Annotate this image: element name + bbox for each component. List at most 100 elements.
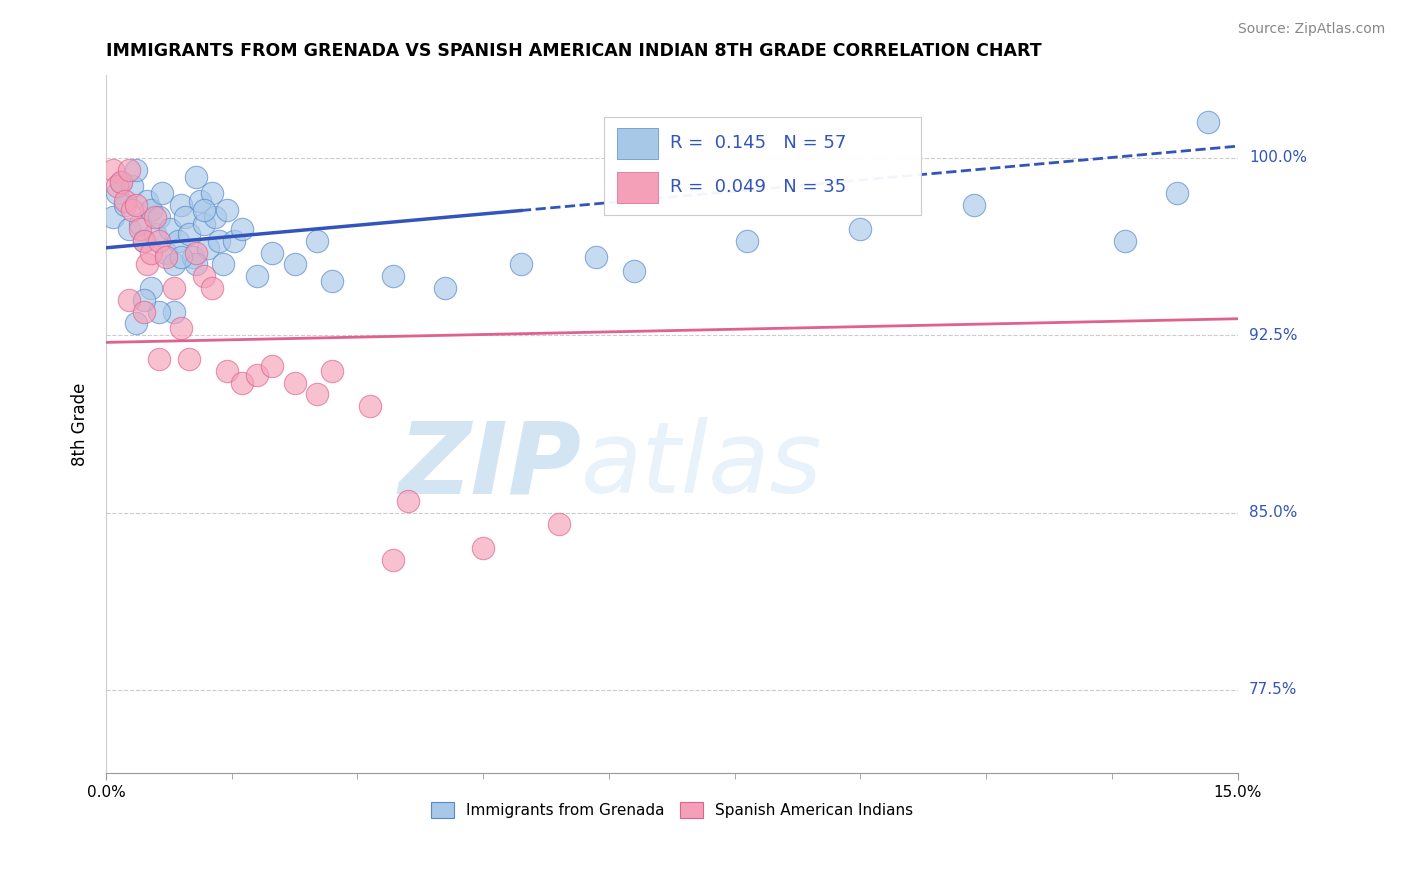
Point <box>125 317 148 331</box>
Point <box>103 210 125 224</box>
Point <box>128 222 150 236</box>
Point <box>307 387 329 401</box>
Point <box>170 250 193 264</box>
Point <box>181 250 204 264</box>
Point <box>143 227 166 241</box>
Point <box>381 553 404 567</box>
Text: 85.0%: 85.0% <box>1249 505 1298 520</box>
Point <box>434 281 457 295</box>
Point <box>125 198 148 212</box>
Point <box>121 202 143 217</box>
Point <box>186 257 208 271</box>
Point <box>186 245 208 260</box>
Point <box>215 364 238 378</box>
Point <box>260 245 283 260</box>
Point <box>396 493 419 508</box>
Point <box>117 162 139 177</box>
Point <box>962 198 984 212</box>
Point <box>509 257 531 271</box>
Point <box>186 169 208 184</box>
Text: ZIP: ZIP <box>398 417 581 515</box>
Point <box>260 359 283 373</box>
Point <box>177 227 200 241</box>
Y-axis label: 8th Grade: 8th Grade <box>72 383 89 466</box>
Point <box>283 376 305 390</box>
Point <box>200 186 222 201</box>
Point <box>283 257 305 271</box>
Point <box>321 364 343 378</box>
Point <box>132 293 155 307</box>
Point <box>148 351 170 366</box>
Point <box>128 217 150 231</box>
Legend: Immigrants from Grenada, Spanish American Indians: Immigrants from Grenada, Spanish America… <box>425 797 920 824</box>
Point <box>224 234 246 248</box>
Text: 100.0%: 100.0% <box>1249 151 1308 165</box>
Point <box>148 210 170 224</box>
Point <box>143 210 166 224</box>
Point <box>110 175 132 189</box>
Point <box>132 234 155 248</box>
Point <box>193 217 215 231</box>
Point <box>204 210 226 224</box>
Point <box>246 368 269 383</box>
Point <box>166 234 188 248</box>
Point <box>121 179 143 194</box>
Text: atlas: atlas <box>581 417 823 515</box>
Point <box>114 198 136 212</box>
Point <box>125 162 148 177</box>
Point <box>105 179 128 194</box>
Text: Source: ZipAtlas.com: Source: ZipAtlas.com <box>1237 22 1385 37</box>
Point <box>136 257 159 271</box>
Point <box>585 250 607 264</box>
Point <box>152 186 174 201</box>
Point <box>849 222 872 236</box>
Point <box>103 162 125 177</box>
Point <box>141 245 163 260</box>
Point <box>231 376 253 390</box>
Point <box>321 274 343 288</box>
Point <box>174 210 197 224</box>
Point <box>159 222 181 236</box>
Point <box>735 234 758 248</box>
Point <box>114 194 136 208</box>
Point <box>193 202 215 217</box>
Point <box>246 269 269 284</box>
Point <box>141 202 163 217</box>
Point <box>307 234 329 248</box>
Point <box>200 281 222 295</box>
Point <box>193 269 215 284</box>
Point <box>132 304 155 318</box>
Point <box>231 222 253 236</box>
Point <box>105 186 128 201</box>
Point <box>1166 186 1188 201</box>
Point <box>623 264 645 278</box>
Point <box>1197 115 1219 129</box>
Point <box>177 351 200 366</box>
Point <box>155 245 177 260</box>
Point <box>163 304 186 318</box>
Point <box>117 293 139 307</box>
Point <box>163 281 186 295</box>
Point <box>208 234 231 248</box>
Point <box>148 234 170 248</box>
Point <box>170 321 193 335</box>
Point <box>212 257 235 271</box>
Point <box>110 175 132 189</box>
Point <box>197 241 219 255</box>
Point <box>170 198 193 212</box>
Point <box>547 517 569 532</box>
Point <box>141 281 163 295</box>
Point <box>117 222 139 236</box>
Point <box>132 234 155 248</box>
Point <box>155 250 177 264</box>
Point <box>359 399 381 413</box>
Point <box>1114 234 1136 248</box>
Point <box>163 257 186 271</box>
Point <box>148 304 170 318</box>
Text: 77.5%: 77.5% <box>1249 682 1298 698</box>
Text: 92.5%: 92.5% <box>1249 327 1298 343</box>
Point <box>188 194 211 208</box>
Point <box>381 269 404 284</box>
Text: IMMIGRANTS FROM GRENADA VS SPANISH AMERICAN INDIAN 8TH GRADE CORRELATION CHART: IMMIGRANTS FROM GRENADA VS SPANISH AMERI… <box>105 42 1042 60</box>
Point <box>472 541 495 555</box>
